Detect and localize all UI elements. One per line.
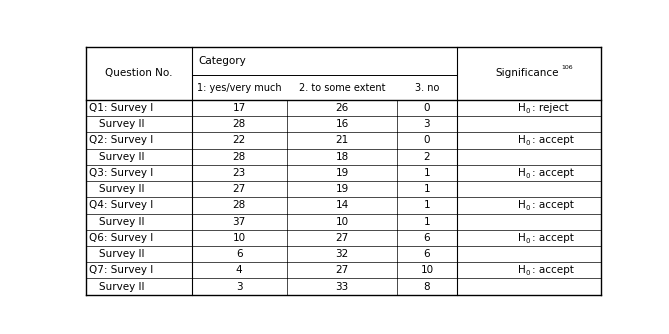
Text: Q1: Survey I: Q1: Survey I (89, 103, 153, 113)
Text: 19: 19 (335, 184, 349, 194)
Text: 0: 0 (423, 103, 430, 113)
Text: 1: 1 (423, 200, 430, 210)
Text: Q2: Survey I: Q2: Survey I (89, 136, 153, 145)
Text: 28: 28 (233, 200, 246, 210)
Text: : accept: : accept (532, 233, 574, 243)
Text: Survey II: Survey II (99, 152, 145, 162)
Text: 106: 106 (561, 65, 573, 70)
Text: 0: 0 (526, 205, 531, 211)
Text: 26: 26 (335, 103, 349, 113)
Text: 1: 1 (423, 184, 430, 194)
Text: 17: 17 (233, 103, 246, 113)
Text: 1: yes/very much: 1: yes/very much (197, 82, 282, 93)
Text: 2: 2 (423, 152, 430, 162)
Text: 1: 1 (423, 217, 430, 227)
Text: 0: 0 (526, 270, 531, 276)
Text: Survey II: Survey II (99, 217, 145, 227)
Text: : accept: : accept (532, 136, 574, 145)
Text: Survey II: Survey II (99, 119, 145, 129)
Text: Q4: Survey I: Q4: Survey I (89, 200, 153, 210)
Text: H: H (518, 265, 525, 275)
Text: H: H (518, 200, 525, 210)
Text: 21: 21 (335, 136, 349, 145)
Text: 6: 6 (423, 233, 430, 243)
Text: 27: 27 (233, 184, 246, 194)
Text: 27: 27 (335, 265, 349, 275)
Text: 14: 14 (335, 200, 349, 210)
Text: Category: Category (198, 56, 246, 66)
Text: 32: 32 (335, 249, 349, 259)
Text: 16: 16 (335, 119, 349, 129)
Text: 6: 6 (423, 249, 430, 259)
Text: 18: 18 (335, 152, 349, 162)
Text: 27: 27 (335, 233, 349, 243)
Text: Survey II: Survey II (99, 249, 145, 259)
Text: Q6: Survey I: Q6: Survey I (89, 233, 153, 243)
Text: : accept: : accept (532, 265, 574, 275)
Text: 0: 0 (526, 173, 531, 179)
Text: 0: 0 (526, 140, 531, 146)
Text: Survey II: Survey II (99, 184, 145, 194)
Text: 0: 0 (526, 108, 531, 114)
Text: 19: 19 (335, 168, 349, 178)
Text: : reject: : reject (532, 103, 569, 113)
Text: H: H (518, 136, 525, 145)
Text: 0: 0 (423, 136, 430, 145)
Text: H: H (518, 103, 525, 113)
Text: Q3: Survey I: Q3: Survey I (89, 168, 153, 178)
Text: 33: 33 (335, 282, 349, 292)
Text: 1: 1 (423, 168, 430, 178)
Text: 4: 4 (236, 265, 243, 275)
Text: 28: 28 (233, 152, 246, 162)
Text: 22: 22 (233, 136, 246, 145)
Text: 6: 6 (236, 249, 243, 259)
Text: H: H (518, 233, 525, 243)
Text: 3: 3 (236, 282, 243, 292)
Text: Survey II: Survey II (99, 282, 145, 292)
Text: H: H (518, 168, 525, 178)
Text: Significance: Significance (495, 68, 559, 78)
Text: Q7: Survey I: Q7: Survey I (89, 265, 153, 275)
Text: 3. no: 3. no (415, 82, 439, 93)
Text: Question No.: Question No. (105, 68, 173, 78)
Text: : accept: : accept (532, 200, 574, 210)
Text: 10: 10 (420, 265, 434, 275)
Text: 3: 3 (423, 119, 430, 129)
Text: 8: 8 (423, 282, 430, 292)
Text: : accept: : accept (532, 168, 574, 178)
Text: 0: 0 (526, 238, 531, 244)
Text: 28: 28 (233, 119, 246, 129)
Text: 10: 10 (233, 233, 246, 243)
Text: 23: 23 (233, 168, 246, 178)
Text: 10: 10 (336, 217, 349, 227)
Text: 2. to some extent: 2. to some extent (299, 82, 385, 93)
Text: 37: 37 (233, 217, 246, 227)
